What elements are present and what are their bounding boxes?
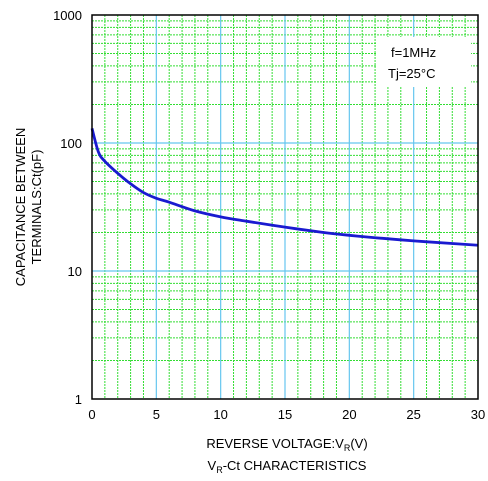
x-tick-label: 10 [213, 407, 227, 422]
x-tick-label: 15 [278, 407, 292, 422]
caption-pre: V [208, 458, 217, 473]
chart-caption: VR-Ct CHARACTERISTICS [208, 458, 367, 475]
note-box: f=1MHz Tj=25°C [377, 37, 471, 87]
x-tick-label: 25 [406, 407, 420, 422]
y-tick-label: 10 [68, 264, 82, 279]
caption-sub: R [216, 465, 223, 475]
x-tick-label: 20 [342, 407, 356, 422]
y-tick-label: 100 [60, 136, 82, 151]
y-tick-labels: 1 10 100 1000 [53, 8, 82, 407]
y-tick-label: 1000 [53, 8, 82, 23]
x-axis-label-tail: (V) [350, 436, 367, 451]
x-tick-label: 0 [88, 407, 95, 422]
x-axis-label-sub: R [344, 443, 351, 453]
note-box-background [377, 37, 471, 87]
y-tick-label: 1 [75, 392, 82, 407]
caption-post: -Ct CHARACTERISTICS [223, 458, 367, 473]
x-axis-label-main: REVERSE VOLTAGE:V [206, 436, 344, 451]
x-axis-label: REVERSE VOLTAGE:VR(V) [206, 436, 367, 453]
temperature-note: Tj=25°C [388, 66, 435, 81]
y-axis-label-line1: CAPACITANCE BETWEEN [13, 128, 28, 286]
plot-frame [91, 14, 479, 400]
series-line [90, 128, 479, 247]
y-axis-label-line2: TERMINALS:Ct(pF) [29, 150, 44, 265]
x-tick-labels: 0 5 10 15 20 25 30 [88, 407, 485, 422]
x-tick-label: 30 [471, 407, 485, 422]
frequency-note: f=1MHz [391, 45, 436, 60]
x-tick-label: 5 [153, 407, 160, 422]
